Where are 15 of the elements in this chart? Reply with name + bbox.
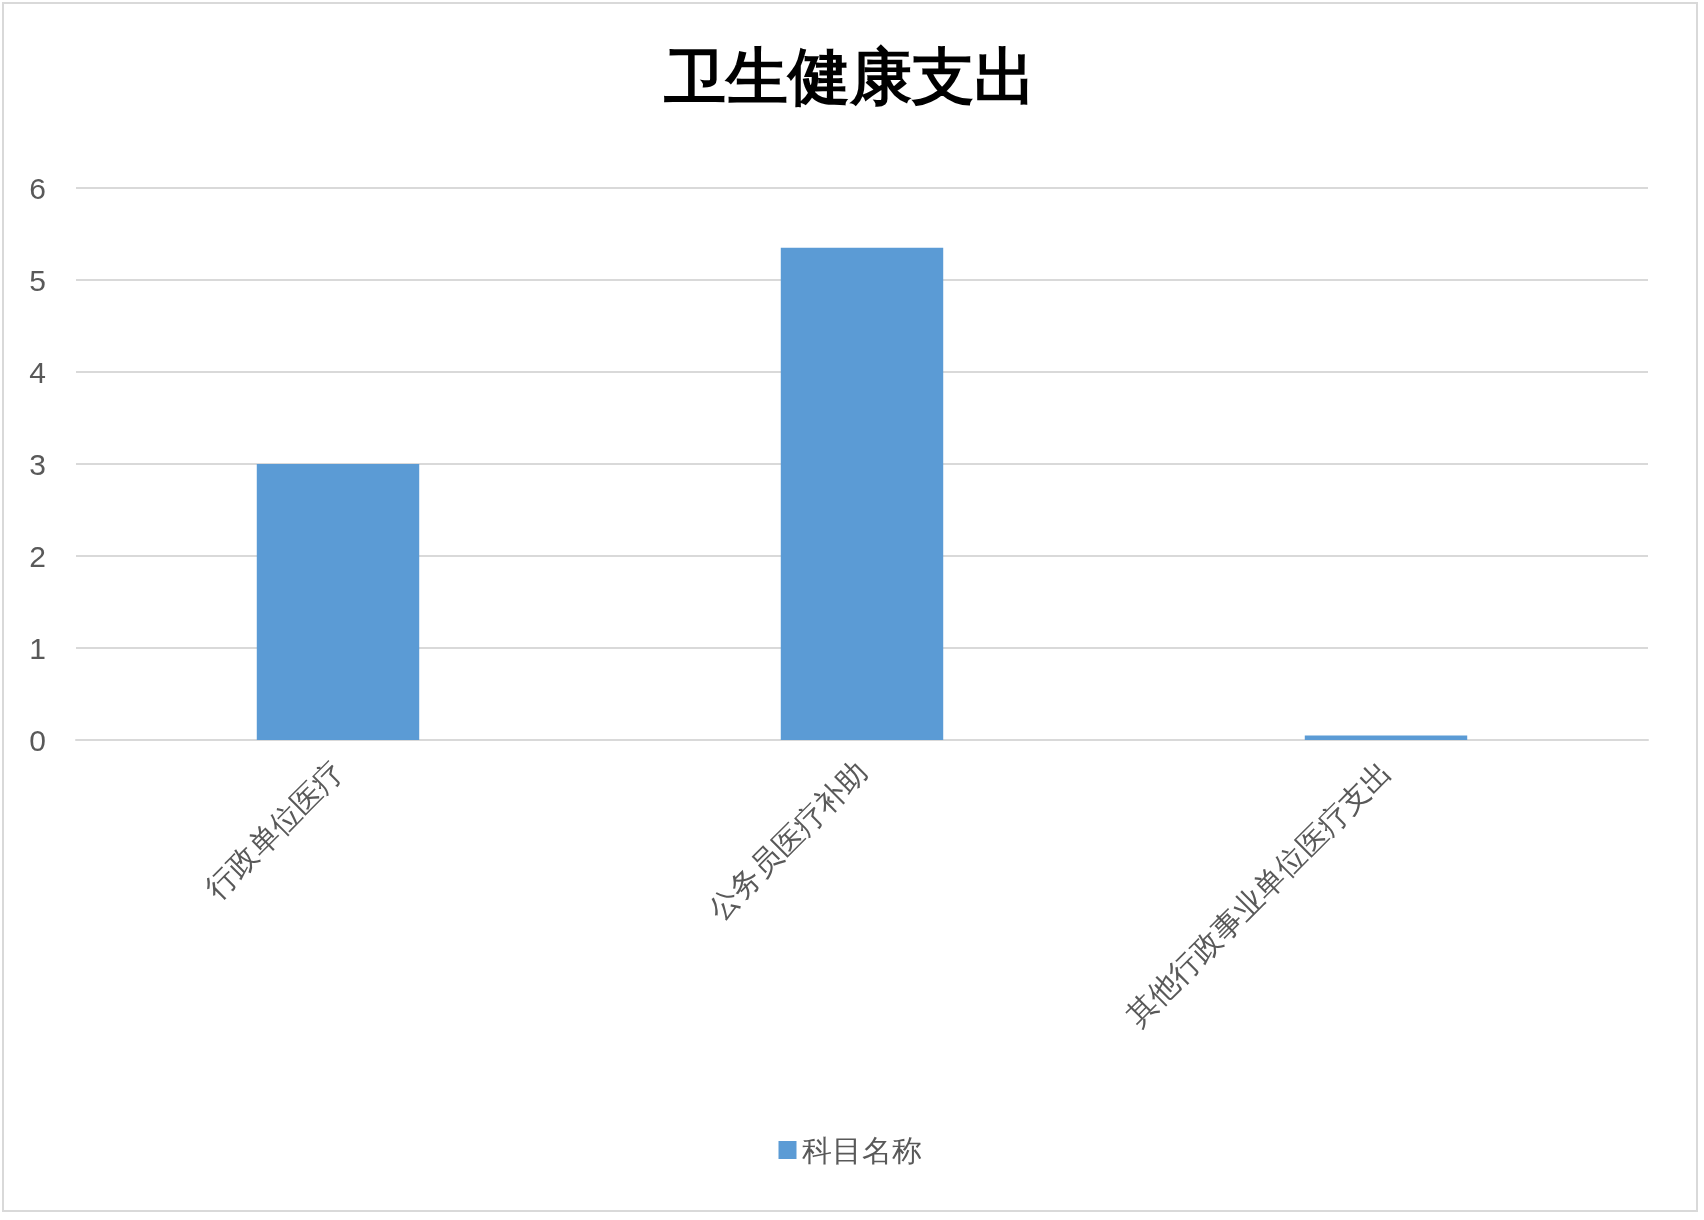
y-tick-label: 0 [29, 723, 46, 757]
y-tick-label: 1 [29, 631, 46, 665]
x-tick-label: 行政单位医疗 [199, 754, 350, 905]
y-tick-label: 5 [29, 263, 46, 297]
x-tick-label: 其他行政事业单位医疗支出 [1119, 754, 1398, 1033]
y-tick-label: 4 [29, 355, 46, 389]
y-tick-label: 3 [29, 447, 46, 481]
y-tick-label: 2 [29, 539, 46, 573]
y-tick-label: 6 [29, 171, 46, 205]
bar [1304, 735, 1468, 740]
bar [256, 464, 420, 740]
x-tick-label: 公务员医疗补助 [701, 754, 874, 927]
legend-label: 科目名称 [801, 1133, 922, 1167]
chart-title: 卫生健康支出 [664, 41, 1036, 111]
bar [780, 247, 944, 740]
